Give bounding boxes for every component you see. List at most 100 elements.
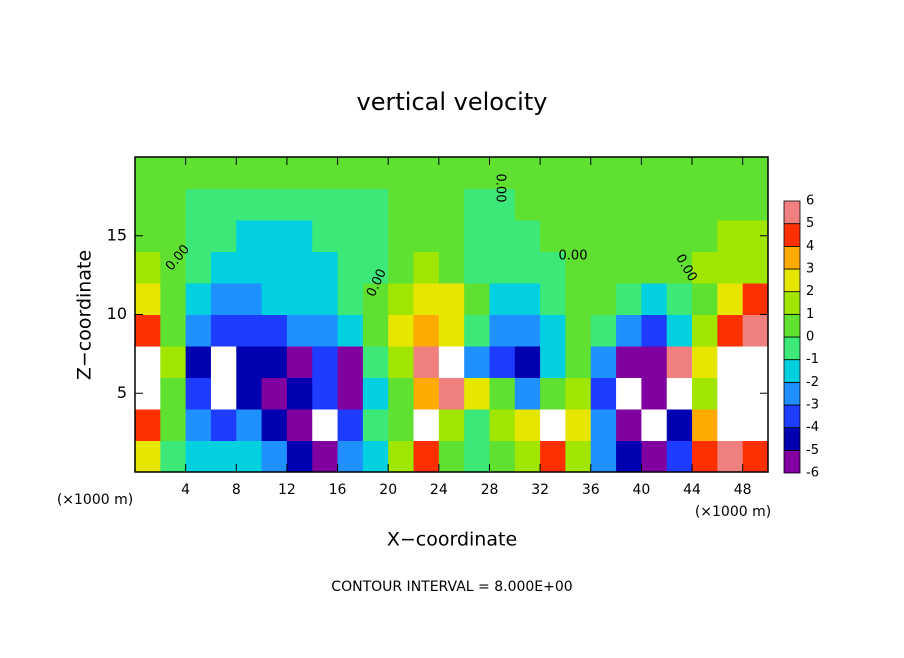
heatmap-cell bbox=[210, 188, 237, 221]
footer-note: CONTOUR INTERVAL = 8.000E+00 bbox=[331, 579, 572, 595]
heatmap-cell bbox=[413, 440, 440, 473]
heatmap-cell bbox=[540, 188, 566, 221]
heatmap-cell bbox=[514, 440, 541, 473]
x-tick-label: 32 bbox=[531, 482, 549, 498]
heatmap-cell bbox=[160, 188, 187, 221]
heatmap-cell bbox=[388, 314, 415, 347]
y-unit: (×1000 m) bbox=[57, 492, 133, 508]
heatmap-cell bbox=[388, 220, 415, 252]
heatmap-cell bbox=[540, 409, 566, 441]
heatmap-cell bbox=[590, 314, 617, 347]
heatmap-cell bbox=[565, 346, 592, 378]
heatmap-cell bbox=[616, 220, 642, 252]
heatmap-cell bbox=[337, 409, 364, 441]
heatmap-cell bbox=[464, 251, 490, 284]
heatmap-cell bbox=[362, 377, 389, 410]
heatmap-cell bbox=[692, 314, 718, 347]
heatmap-cell bbox=[616, 346, 642, 378]
heatmap-cell bbox=[742, 157, 769, 189]
heatmap-cell bbox=[489, 440, 516, 473]
heatmap-cell bbox=[666, 440, 693, 473]
heatmap-cell bbox=[717, 188, 744, 221]
heatmap-cell bbox=[185, 188, 212, 221]
heatmap-cell bbox=[641, 283, 668, 315]
heatmap-cell bbox=[489, 251, 516, 284]
heatmap-cell bbox=[489, 220, 516, 252]
heatmap-cell bbox=[641, 157, 668, 189]
heatmap-cell bbox=[337, 157, 364, 189]
heatmap-cell bbox=[641, 220, 668, 252]
heatmap-cell bbox=[590, 188, 617, 221]
heatmap-cell bbox=[641, 188, 668, 221]
heatmap-cell bbox=[641, 251, 668, 284]
heatmap-cell bbox=[236, 377, 263, 410]
heatmap-cell bbox=[641, 377, 668, 410]
heatmap-cell bbox=[540, 220, 566, 252]
heatmap-cell bbox=[438, 283, 465, 315]
heatmap-cell bbox=[210, 377, 237, 410]
heatmap-cell bbox=[717, 440, 744, 473]
heatmap-cell bbox=[514, 188, 541, 221]
heatmap-cell bbox=[286, 251, 313, 284]
heatmap-cell bbox=[286, 440, 313, 473]
heatmap-cell bbox=[312, 220, 339, 252]
heatmap-cell bbox=[590, 440, 617, 473]
colorbar-swatch bbox=[783, 404, 801, 429]
colorbar-swatch bbox=[783, 359, 801, 383]
colorbar-label: 5 bbox=[806, 216, 814, 231]
heatmap-cell bbox=[185, 157, 212, 189]
heatmap-cell bbox=[135, 346, 161, 378]
heatmap-cell bbox=[135, 440, 161, 473]
heatmap-cell bbox=[717, 251, 744, 284]
heatmap-cell bbox=[540, 440, 566, 473]
heatmap-cell bbox=[388, 188, 415, 221]
heatmap-cell bbox=[717, 377, 744, 410]
heatmap-cell bbox=[286, 157, 313, 189]
heatmap-cell bbox=[616, 251, 642, 284]
heatmap-cell bbox=[160, 377, 187, 410]
heatmap-cell bbox=[388, 409, 415, 441]
heatmap-cell bbox=[185, 251, 212, 284]
heatmap-cell bbox=[717, 409, 744, 441]
colorbar-label: -1 bbox=[806, 352, 819, 367]
heatmap-cell bbox=[616, 314, 642, 347]
heatmap-cell bbox=[438, 251, 465, 284]
colorbar-swatch bbox=[783, 223, 801, 247]
heatmap-cell bbox=[135, 283, 161, 315]
heatmap-cell bbox=[590, 220, 617, 252]
heatmap-cell bbox=[261, 440, 288, 473]
heatmap-cell bbox=[692, 188, 718, 221]
heatmap-cell bbox=[312, 440, 339, 473]
heatmap-cell bbox=[388, 440, 415, 473]
colorbar-label: 1 bbox=[806, 307, 814, 322]
heatmap-cell bbox=[489, 314, 516, 347]
heatmap-cell bbox=[261, 283, 288, 315]
heatmap-cell bbox=[236, 283, 263, 315]
heatmap-cell bbox=[565, 377, 592, 410]
heatmap-cell bbox=[210, 283, 237, 315]
heatmap-cell bbox=[160, 346, 187, 378]
heatmap-cell bbox=[717, 220, 744, 252]
heatmap-cell bbox=[362, 220, 389, 252]
heatmap-cell bbox=[717, 346, 744, 378]
colorbar-label: 4 bbox=[806, 239, 814, 254]
heatmap-cell bbox=[312, 346, 339, 378]
heatmap-cell bbox=[464, 188, 490, 221]
heatmap-cell bbox=[210, 346, 237, 378]
heatmap-cell bbox=[641, 314, 668, 347]
x-tick-label: 36 bbox=[582, 482, 600, 498]
heatmap-cell bbox=[236, 220, 263, 252]
heatmap-cell bbox=[210, 251, 237, 284]
colorbar-label: -2 bbox=[806, 375, 819, 390]
heatmap-cell bbox=[337, 251, 364, 284]
heatmap-cell bbox=[641, 409, 668, 441]
heatmap-cell bbox=[464, 283, 490, 315]
heatmap-cell bbox=[413, 157, 440, 189]
heatmap-cell bbox=[438, 157, 465, 189]
heatmap-cell bbox=[312, 157, 339, 189]
colorbar-swatch bbox=[783, 427, 801, 451]
colorbar-label: 2 bbox=[806, 284, 814, 299]
heatmap-cell bbox=[717, 283, 744, 315]
heatmap-cell bbox=[388, 377, 415, 410]
